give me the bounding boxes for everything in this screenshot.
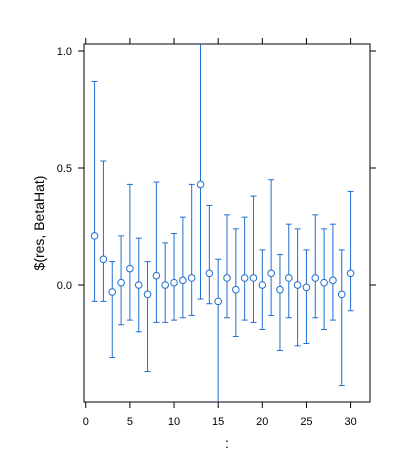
data-point <box>187 274 196 282</box>
x-tick-label: 10 <box>168 416 180 428</box>
data-points <box>90 44 355 402</box>
data-point <box>90 232 99 240</box>
data-point <box>179 276 187 285</box>
data-point <box>223 274 231 282</box>
data-point <box>346 269 355 278</box>
data-point <box>214 297 222 306</box>
data-point <box>320 278 328 287</box>
x-axis: 0 5 10 15 20 25 30 <box>83 38 357 428</box>
data-point <box>329 276 337 285</box>
data-point <box>143 290 152 299</box>
plot-frame <box>83 43 371 403</box>
data-point <box>134 281 143 289</box>
data-point <box>302 283 311 292</box>
data-point <box>99 255 108 264</box>
data-point <box>232 285 240 294</box>
y-tick-label: 1.0 <box>57 46 72 58</box>
data-point <box>152 271 161 280</box>
x-tick-label: 20 <box>256 416 268 428</box>
data-point <box>126 264 134 273</box>
y-axis-label: $(res, BetaHat) <box>31 176 47 271</box>
y-axis: 0.0 0.5 1.0 <box>57 46 376 292</box>
data-point <box>240 274 249 282</box>
y-tick-label: 0.5 <box>57 163 72 175</box>
y-tick-label: 0.0 <box>57 280 72 292</box>
data-point <box>293 281 302 289</box>
data-point <box>170 278 178 287</box>
data-point <box>311 274 320 282</box>
data-point <box>161 281 170 289</box>
data-point <box>258 281 267 289</box>
data-point <box>249 274 258 282</box>
data-point <box>108 288 117 296</box>
x-axis-label: : <box>225 435 229 451</box>
x-tick-label: 0 <box>83 416 89 428</box>
x-tick-label: 5 <box>127 416 133 428</box>
data-point <box>205 269 214 278</box>
data-point <box>276 285 284 294</box>
data-point <box>337 290 346 299</box>
x-tick-label: 15 <box>212 416 224 428</box>
data-point <box>196 180 205 189</box>
data-point <box>284 274 293 282</box>
data-point <box>117 278 125 287</box>
data-point <box>267 269 275 278</box>
x-tick-label: 30 <box>344 416 356 428</box>
x-tick-label: 25 <box>300 416 312 428</box>
